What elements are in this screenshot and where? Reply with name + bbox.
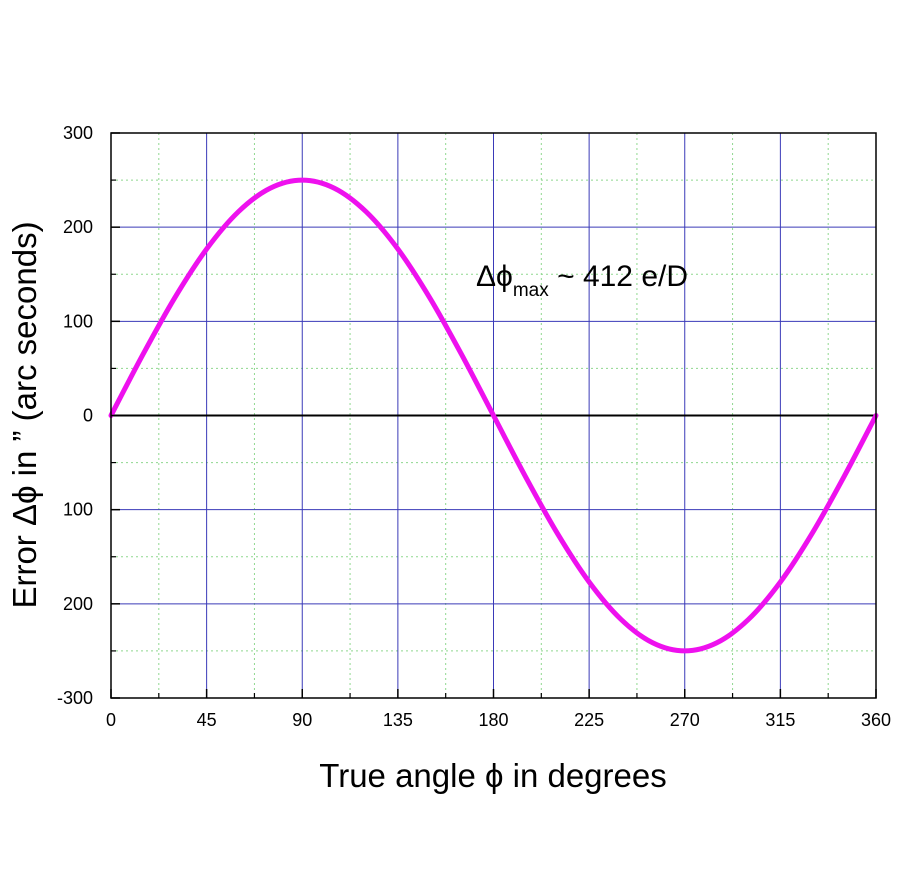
series-line [108, 177, 879, 654]
annotation: Δϕmax ~ 412 e/D [476, 260, 688, 301]
x-tick-label: 135 [383, 710, 413, 730]
x-tick-label: 0 [106, 710, 116, 730]
x-tick-label: 225 [574, 710, 604, 730]
x-axis-title: True angle ϕ in degrees [319, 757, 666, 794]
y-tick-label: 100 [63, 311, 93, 331]
x-tick-label: 360 [861, 710, 891, 730]
x-tick-label: 45 [197, 710, 217, 730]
y-tick-label: 300 [63, 123, 93, 143]
x-tick-label: 315 [765, 710, 795, 730]
annotation-symbol: Δϕ [476, 260, 513, 293]
x-tick-label: 270 [670, 710, 700, 730]
y-tick-label: 100 [63, 500, 93, 520]
y-tick-label: 200 [63, 217, 93, 237]
x-tick-label: 180 [478, 710, 508, 730]
x-tick-label: 90 [292, 710, 312, 730]
y-tick-labels: 300 200 100 0 100 200 -300 [57, 123, 93, 708]
y-tick-label: -300 [57, 688, 93, 708]
y-tick-label: 0 [83, 406, 93, 426]
y-axis-title: Error Δϕ in ” (arc seconds) [6, 221, 43, 608]
annotation-text: ~ 412 e/D [549, 260, 688, 293]
annotation-subscript: max [513, 280, 549, 301]
x-tick-labels: 0 45 90 135 180 225 270 315 360 [106, 710, 891, 730]
axis-ticks [110, 132, 877, 699]
y-tick-label: 200 [63, 594, 93, 614]
